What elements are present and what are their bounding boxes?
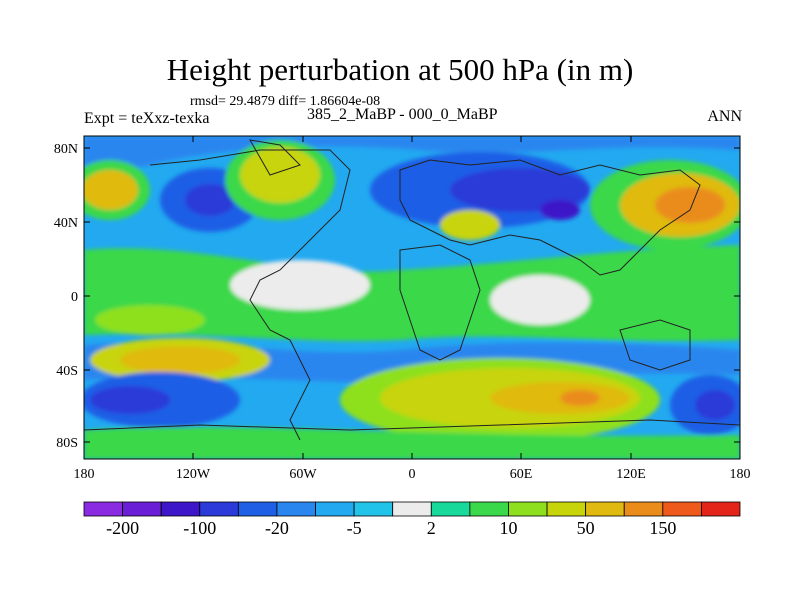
- colorbar: [83, 501, 741, 517]
- axis-ticks: [83, 136, 741, 459]
- lat-tick-label: 80N: [54, 142, 78, 157]
- lon-tick-label: 60E: [510, 467, 533, 482]
- colorbar-label: -100: [183, 518, 216, 538]
- colorbar-label: 50: [577, 518, 595, 538]
- colorbar-swatch: [392, 501, 432, 517]
- colorbar-swatch: [701, 501, 741, 517]
- colorbar-swatch: [276, 501, 316, 517]
- season-label: ANN: [707, 108, 742, 125]
- colorbar-swatch: [508, 501, 548, 517]
- colorbar-swatch: [623, 501, 664, 517]
- contour-field: [84, 136, 740, 459]
- lon-tick-label: 60W: [289, 467, 317, 482]
- lon-tick-label: 120W: [176, 467, 211, 482]
- lat-tick-label: 40S: [56, 364, 78, 379]
- colorbar-labels: -200 -100 -20 -5 2 10 50 150: [106, 518, 676, 538]
- colorbar-label: -200: [106, 518, 139, 538]
- lon-tick-label: 180: [730, 467, 751, 482]
- colorbar-swatch: [353, 501, 394, 517]
- colorbar-label: 2: [427, 518, 436, 538]
- colorbar-swatch: [469, 501, 509, 517]
- colorbar-swatch: [83, 501, 123, 517]
- colorbar-label: -20: [265, 518, 289, 538]
- plot-title: Height perturbation at 500 hPa (in m): [166, 52, 634, 87]
- lon-tick-label: 120E: [616, 467, 646, 482]
- colorbar-swatch: [160, 501, 201, 517]
- experiment-label: Expt = teXxz-texka: [84, 110, 210, 127]
- colorbar-label: -5: [347, 518, 362, 538]
- lat-tick-label: 40N: [54, 216, 78, 231]
- colorbar-swatch: [430, 501, 471, 517]
- colorbar-swatch: [585, 501, 625, 517]
- comparison-label: 385_2_MaBP - 000_0_MaBP: [307, 106, 498, 123]
- lon-tick-label: 0: [409, 467, 416, 482]
- colorbar-swatch: [199, 501, 239, 517]
- colorbar-swatch: [237, 501, 278, 517]
- colorbar-label: 150: [649, 518, 676, 538]
- stats-line: rmsd= 29.4879 diff= 1.86604e-08: [190, 94, 381, 109]
- lon-tick-label: 180: [74, 467, 95, 482]
- lat-tick-label: 80S: [56, 436, 78, 451]
- colorbar-swatch: [662, 501, 702, 517]
- colorbar-label: 10: [499, 518, 517, 538]
- colorbar-swatch: [122, 501, 162, 517]
- colorbar-swatch: [315, 501, 355, 517]
- lat-tick-label: 0: [71, 290, 78, 305]
- colorbar-swatch: [546, 501, 587, 517]
